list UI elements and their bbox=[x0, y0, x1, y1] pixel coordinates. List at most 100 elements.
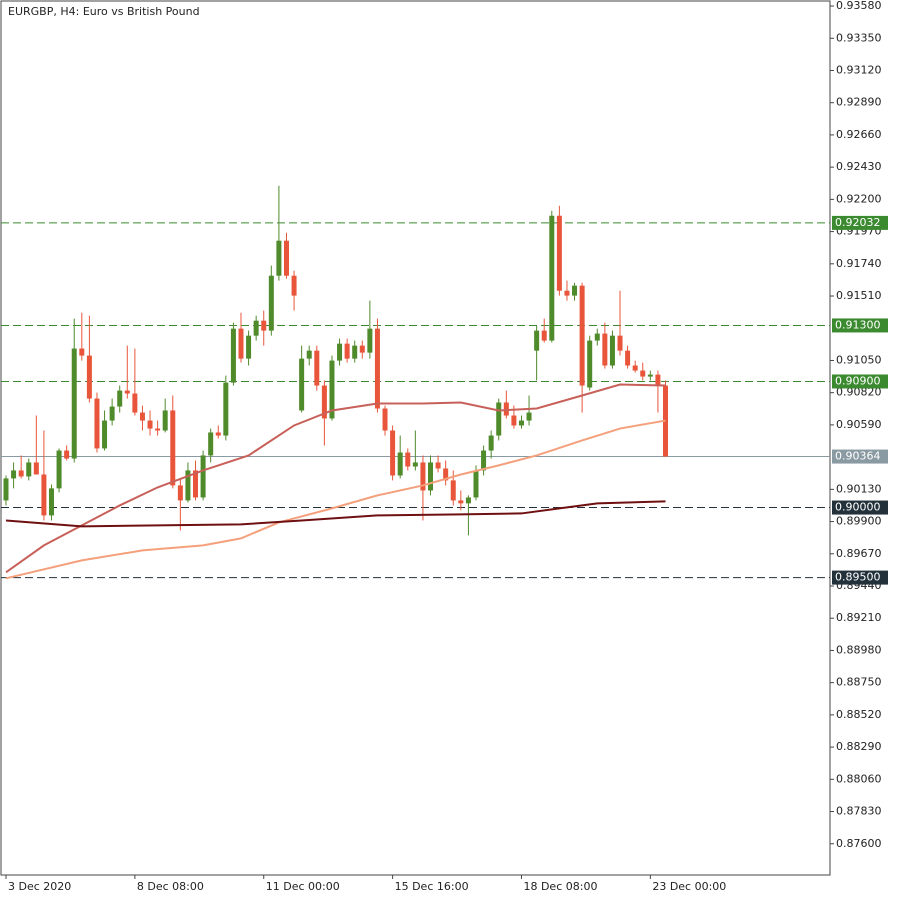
y-tick-label: 0.90130 bbox=[836, 482, 882, 495]
candle-body bbox=[321, 385, 327, 419]
candle-body bbox=[382, 408, 388, 431]
x-tick-label: 3 Dec 2020 bbox=[8, 880, 71, 893]
candle-body bbox=[503, 402, 509, 416]
candle-body bbox=[579, 285, 585, 386]
candle-body bbox=[132, 393, 138, 413]
candle-body bbox=[41, 474, 47, 516]
y-tick-label: 0.89670 bbox=[836, 547, 882, 560]
candle-body bbox=[79, 348, 85, 356]
y-tick-label: 0.88060 bbox=[836, 772, 882, 785]
candle-body bbox=[170, 410, 176, 486]
level-badge bbox=[832, 500, 888, 515]
x-tick-label: 8 Dec 08:00 bbox=[137, 880, 204, 893]
candle-body bbox=[412, 462, 418, 467]
candle-body bbox=[26, 462, 32, 477]
candle-body bbox=[18, 470, 24, 477]
moving-average bbox=[5, 500, 666, 528]
candle-body bbox=[556, 215, 562, 291]
candle-body bbox=[102, 420, 108, 449]
level-badge bbox=[832, 318, 888, 333]
candle-body bbox=[352, 345, 358, 359]
candle-body bbox=[147, 420, 153, 429]
candle-body bbox=[299, 358, 305, 411]
candle-body bbox=[94, 398, 100, 449]
candle-body bbox=[526, 412, 532, 421]
candle-body bbox=[162, 410, 168, 431]
level-label: 0.89500 bbox=[835, 571, 881, 584]
x-tick-label: 11 Dec 00:00 bbox=[266, 880, 340, 893]
y-tick-label: 0.89210 bbox=[836, 611, 882, 624]
candle-body bbox=[124, 390, 130, 394]
y-tick-label: 0.90820 bbox=[836, 386, 882, 399]
level-label: 0.92032 bbox=[835, 216, 881, 229]
candle-body bbox=[139, 412, 145, 421]
level-label: 0.90000 bbox=[835, 501, 881, 514]
candle-body bbox=[465, 497, 471, 504]
candle-body bbox=[253, 320, 259, 336]
candle-body bbox=[238, 328, 244, 359]
level-badge bbox=[832, 215, 888, 230]
y-tick-label: 0.88290 bbox=[836, 740, 882, 753]
y-tick-label: 0.87600 bbox=[836, 837, 882, 850]
x-tick-label: 23 Dec 00:00 bbox=[652, 880, 726, 893]
candle-body bbox=[11, 470, 17, 479]
x-tick-label: 18 Dec 08:00 bbox=[523, 880, 597, 893]
candle-body bbox=[193, 470, 199, 498]
candle-body bbox=[56, 450, 62, 489]
candle-body bbox=[420, 462, 426, 491]
candle-body bbox=[215, 432, 221, 436]
candle-body bbox=[71, 348, 77, 459]
y-tick-label: 0.92890 bbox=[836, 96, 882, 109]
candle-body bbox=[291, 275, 297, 296]
y-tick-label: 0.90590 bbox=[836, 418, 882, 431]
candle-body bbox=[541, 330, 547, 341]
candle-body bbox=[443, 468, 449, 481]
candle-body bbox=[109, 406, 115, 421]
moving-average bbox=[5, 383, 666, 574]
candle-body bbox=[549, 215, 555, 341]
y-tick-label: 0.93350 bbox=[836, 31, 882, 44]
candle-body bbox=[283, 240, 289, 276]
y-tick-label: 0.92200 bbox=[836, 192, 882, 205]
candle-body bbox=[518, 420, 524, 426]
y-tick-label: 0.87830 bbox=[836, 805, 882, 818]
candle-body bbox=[481, 450, 487, 471]
x-tick-label: 15 Dec 16:00 bbox=[395, 880, 469, 893]
candle-body bbox=[405, 452, 411, 467]
candle-body bbox=[640, 370, 646, 377]
candle-body bbox=[587, 340, 593, 388]
candle-body bbox=[564, 290, 570, 296]
y-tick-label: 0.91740 bbox=[836, 257, 882, 270]
y-tick-label: 0.88750 bbox=[836, 676, 882, 689]
candle-body bbox=[64, 450, 70, 459]
candle-body bbox=[261, 320, 267, 331]
level-badge bbox=[832, 570, 888, 585]
level-badge bbox=[832, 449, 888, 464]
y-tick-label: 0.91050 bbox=[836, 353, 882, 366]
candle-body bbox=[3, 478, 9, 501]
candle-body bbox=[276, 240, 282, 276]
y-tick-label: 0.92430 bbox=[836, 160, 882, 173]
candle-body bbox=[428, 462, 434, 491]
y-tick-label: 0.89900 bbox=[836, 515, 882, 528]
candle-body bbox=[314, 350, 320, 386]
y-tick-label: 0.93120 bbox=[836, 63, 882, 76]
candle-body bbox=[632, 365, 638, 371]
candle-body bbox=[602, 333, 608, 366]
candle-body bbox=[268, 275, 274, 331]
candle-body bbox=[488, 435, 494, 451]
candle-body bbox=[117, 390, 123, 407]
moving-average bbox=[5, 419, 666, 580]
y-tick-label: 0.88980 bbox=[836, 643, 882, 656]
candle-body bbox=[344, 343, 350, 359]
candle-body bbox=[617, 335, 623, 351]
candle-body bbox=[594, 333, 600, 341]
candle-body bbox=[647, 374, 653, 377]
candle-body bbox=[435, 462, 441, 469]
candle-body bbox=[223, 382, 229, 436]
y-tick-label: 0.88520 bbox=[836, 708, 882, 721]
candle-body bbox=[655, 374, 661, 386]
candle-body bbox=[48, 488, 54, 516]
candle-body bbox=[86, 355, 92, 399]
level-label: 0.90364 bbox=[835, 450, 881, 463]
